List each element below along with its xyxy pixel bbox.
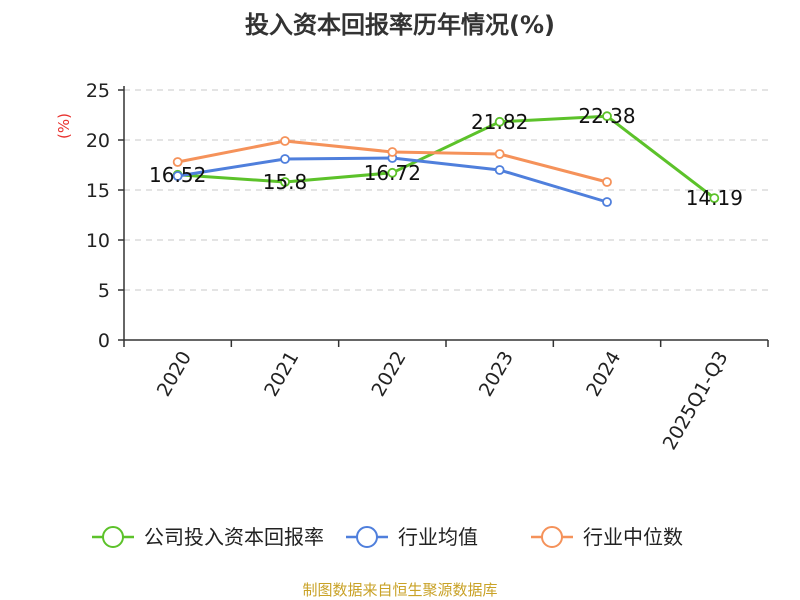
y-tick-label: 10 (86, 230, 110, 252)
y-tick-label: 15 (86, 180, 110, 202)
series-point-0 (387, 167, 398, 178)
series-point-1 (172, 171, 183, 181)
legend: 公司投入资本回报率 行业均值 行业中位数 (92, 525, 683, 549)
axes: 0 5 10 15 20 25 2020 2021 2022 2023 2024 2025Q1-Q3 (86, 80, 769, 454)
series-point-1 (494, 165, 505, 175)
x-tick-label: 2021 (260, 348, 303, 401)
series-point-0 (602, 111, 612, 122)
y-tick-label: 0 (98, 330, 110, 352)
y-tick-label: 5 (98, 280, 110, 302)
legend-label-1: 行业均值 (398, 525, 478, 549)
y-axis-label: (%) (55, 113, 73, 139)
data-label: 22.38 (578, 104, 635, 128)
series-point-1 (280, 154, 290, 164)
legend-label-0: 公司投入资本回报率 (144, 525, 324, 549)
series-point-2 (387, 147, 398, 157)
data-labels: 16.52 15.8 16.72 21.82 22.38 14.19 (149, 104, 743, 210)
x-tick-label: 2023 (475, 348, 518, 401)
series-point-0 (709, 193, 720, 204)
series-point-1 (602, 197, 612, 207)
series-point-2 (172, 157, 183, 167)
x-tick-label: 2025Q1-Q3 (659, 348, 733, 454)
series-point-2 (602, 177, 612, 187)
series-point-2 (280, 136, 290, 146)
series-line-0 (177, 114, 716, 200)
y-tick-label: 25 (86, 80, 110, 102)
data-label: 21.82 (471, 110, 528, 134)
legend-label-2: 行业中位数 (583, 525, 683, 549)
y-tick-label: 20 (86, 130, 110, 152)
x-tick-label: 2022 (367, 348, 410, 401)
data-label: 15.8 (263, 170, 308, 194)
x-tick-label: 2024 (582, 348, 625, 401)
data-label: 14.19 (686, 186, 743, 210)
data-label: 16.52 (149, 163, 206, 187)
series-point-2 (494, 149, 505, 159)
data-label: 16.72 (364, 161, 421, 185)
chart-title: 投入资本回报率历年情况(%) (245, 11, 555, 39)
legend-marker-0 (102, 526, 124, 548)
legend-marker-1 (356, 526, 378, 548)
legend-marker-2 (541, 526, 563, 548)
x-tick-label: 2020 (153, 348, 196, 401)
series-point-0 (280, 177, 290, 187)
source-note: 制图数据来自恒生聚源数据库 (302, 581, 497, 599)
series-point-0 (494, 116, 505, 127)
grid-lines (124, 89, 768, 291)
series-group (172, 111, 720, 207)
